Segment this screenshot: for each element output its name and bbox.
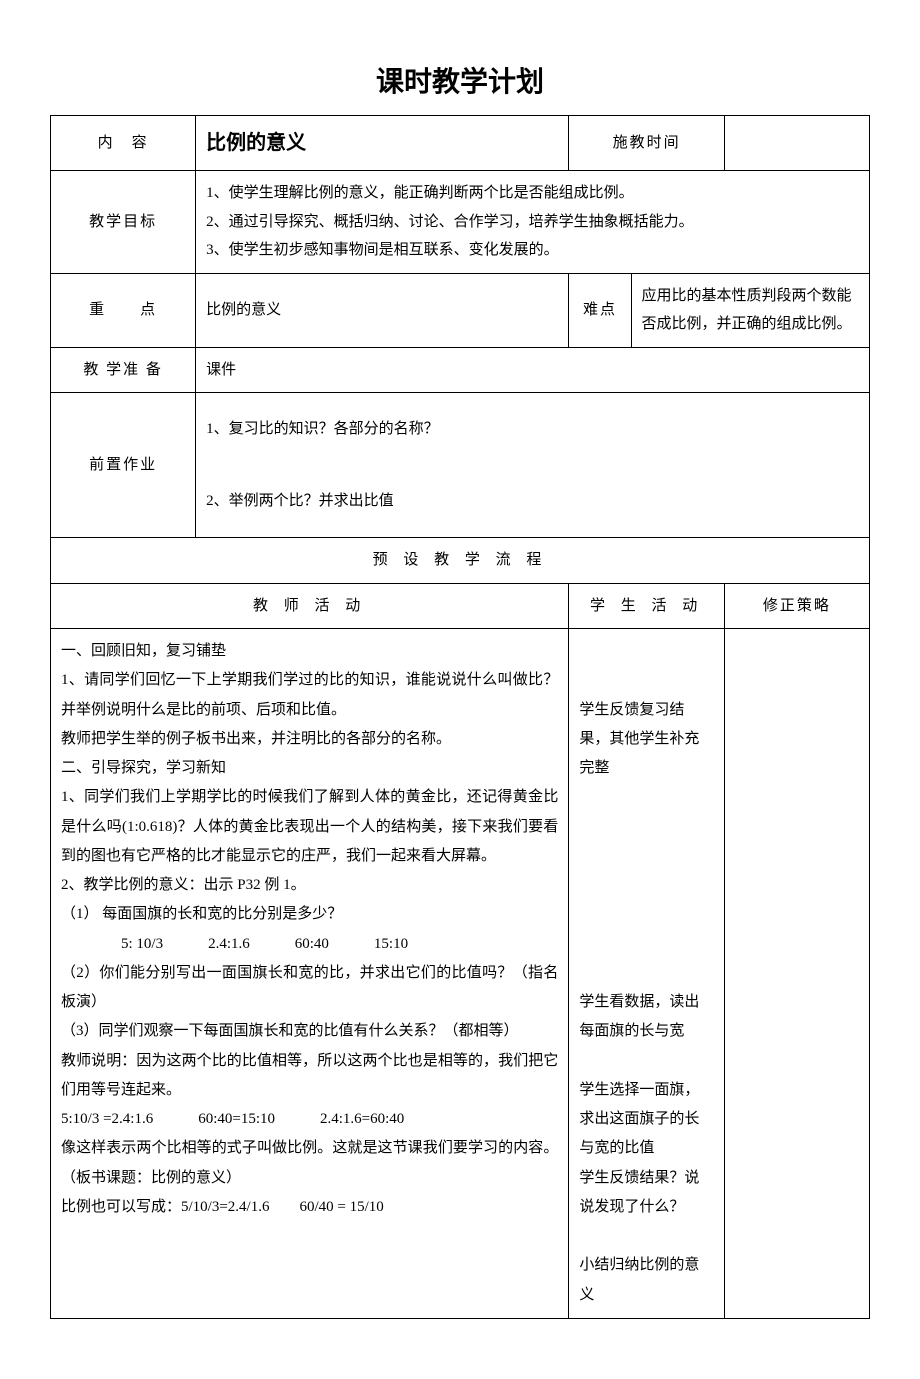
col-student: 学 生 活 动 bbox=[569, 583, 724, 629]
row-column-headers: 教 师 活 动 学 生 活 动 修正策略 bbox=[51, 583, 870, 629]
page-title: 课时教学计划 bbox=[50, 60, 870, 100]
flow-header: 预 设 教 学 流 程 bbox=[51, 538, 870, 584]
label-focus: 重 点 bbox=[51, 273, 196, 347]
row-prework: 前置作业 1、复习比的知识？各部分的名称？ 2、举例两个比？并求出比值 bbox=[51, 393, 870, 538]
row-goals: 教学目标 1、使学生理解比例的意义，能正确判断两个比是否能组成比例。 2、通过引… bbox=[51, 171, 870, 274]
goals-content: 1、使学生理解比例的意义，能正确判断两个比是否能组成比例。 2、通过引导探究、概… bbox=[196, 171, 870, 274]
prep-content: 课件 bbox=[196, 347, 870, 393]
revise-content bbox=[724, 629, 869, 1319]
lesson-plan-table: 内 容 比例的意义 施教时间 教学目标 1、使学生理解比例的意义，能正确判断两个… bbox=[50, 115, 870, 1319]
focus-content: 比例的意义 bbox=[196, 273, 569, 347]
student-activity: 学生反馈复习结果，其他学生补充完整 学生看数据，读出每面旗的长与宽 学生选择一面… bbox=[569, 629, 724, 1319]
teacher-activity: 一、回顾旧知，复习铺垫 1、请同学们回忆一下上学期我们学过的比的知识，谁能说说什… bbox=[51, 629, 569, 1319]
label-prep: 教 学准 备 bbox=[51, 347, 196, 393]
row-flow-header: 预 设 教 学 流 程 bbox=[51, 538, 870, 584]
col-revise: 修正策略 bbox=[724, 583, 869, 629]
label-time: 施教时间 bbox=[569, 116, 724, 171]
row-topic: 内 容 比例的意义 施教时间 bbox=[51, 116, 870, 171]
row-activities: 一、回顾旧知，复习铺垫 1、请同学们回忆一下上学期我们学过的比的知识，谁能说说什… bbox=[51, 629, 870, 1319]
label-content: 内 容 bbox=[51, 116, 196, 171]
prework-content: 1、复习比的知识？各部分的名称？ 2、举例两个比？并求出比值 bbox=[196, 393, 870, 538]
row-focus: 重 点 比例的意义 难点 应用比的基本性质判段两个数能否成比例，并正确的组成比例… bbox=[51, 273, 870, 347]
topic-value: 比例的意义 bbox=[196, 116, 569, 171]
label-goals: 教学目标 bbox=[51, 171, 196, 274]
label-difficulty: 难点 bbox=[569, 273, 631, 347]
difficulty-content: 应用比的基本性质判段两个数能否成比例，并正确的组成比例。 bbox=[631, 273, 869, 347]
label-prework: 前置作业 bbox=[51, 393, 196, 538]
time-value bbox=[724, 116, 869, 171]
row-prep: 教 学准 备 课件 bbox=[51, 347, 870, 393]
col-teacher: 教 师 活 动 bbox=[51, 583, 569, 629]
